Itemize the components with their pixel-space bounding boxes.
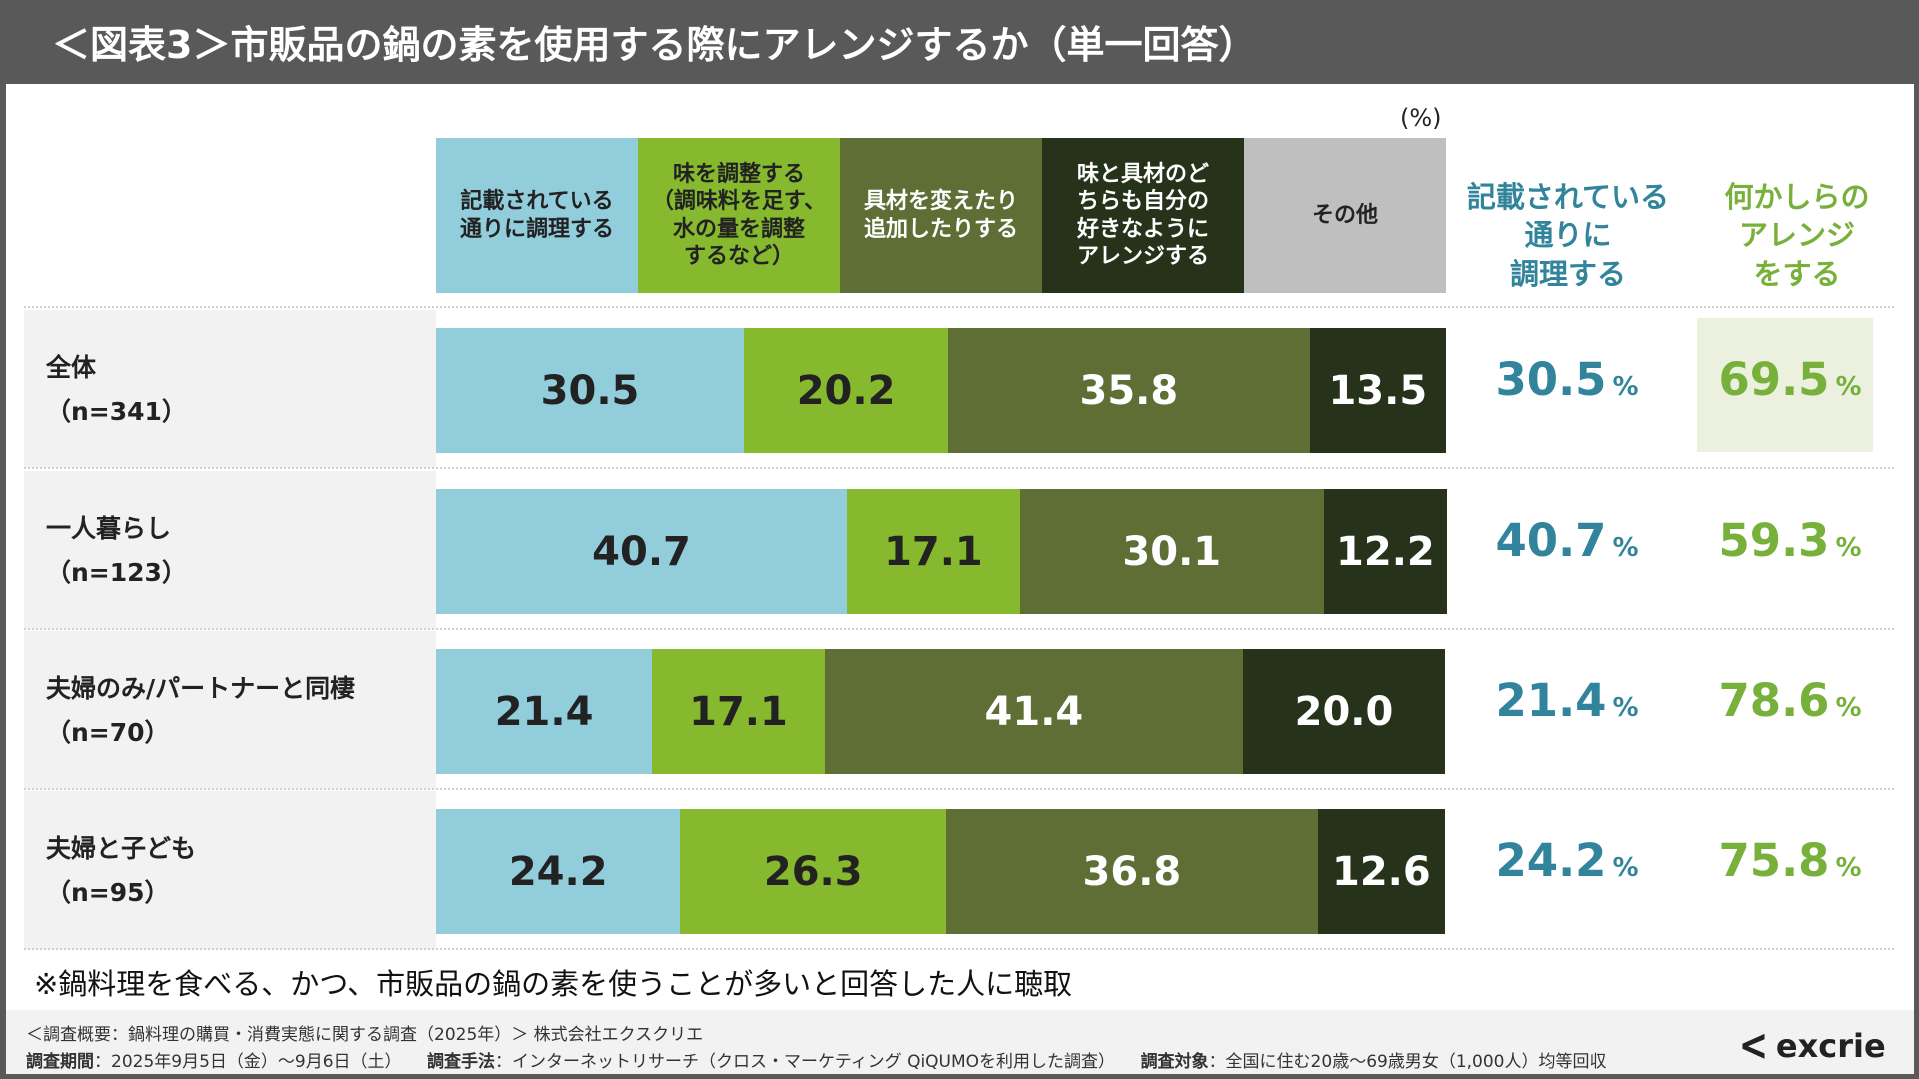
method-label: 調査手法: [427, 1052, 496, 1072]
legend-header-3: 味と具材のど ちらも自分の 好きなように アレンジする: [1042, 138, 1244, 293]
percent-sign: %: [1612, 853, 1639, 883]
logo-mark-icon: <: [1738, 1020, 1769, 1071]
period: ：2025年9月5日（金）～9月6日（土）: [94, 1052, 394, 1072]
percent-sign: %: [1612, 372, 1639, 402]
summary-header-arrange: 何かしらの アレンジ をする: [1724, 180, 1870, 291]
group-name: 夫婦と子ども: [46, 834, 197, 863]
arrange-value: 69.5%: [1690, 353, 1890, 406]
value: 21.4: [1495, 674, 1607, 727]
percent-sign: %: [1835, 853, 1862, 883]
group-name: 一人暮らし: [46, 514, 172, 543]
bar-segment: 24.2: [436, 809, 681, 934]
value: 69.5: [1718, 353, 1830, 406]
legend-header-2: 具材を変えたり 追加したりする: [840, 138, 1042, 293]
group-name: 全体: [46, 353, 97, 382]
target: ：全国に住む20歳～69歳男女（1,000人）均等回収: [1208, 1052, 1607, 1072]
as-written-value: 21.4%: [1467, 674, 1667, 727]
value: 30.5: [1495, 353, 1607, 406]
row-label: 夫婦のみ/パートナーと同棲 （n=70）: [24, 631, 436, 789]
bar-segment: 12.2: [1323, 489, 1447, 614]
sample-size: （n=70）: [46, 717, 170, 747]
percent-sign: %: [1612, 693, 1639, 723]
legend-header-4: その他: [1244, 138, 1446, 293]
percent-sign: %: [1835, 693, 1862, 723]
value: 40.7: [1495, 514, 1607, 567]
arrange-value: 59.3%: [1690, 514, 1890, 567]
group-name: 夫婦のみ/パートナーと同棲: [46, 674, 356, 703]
as-written-value: 30.5%: [1467, 353, 1667, 406]
as-written-value: 40.7%: [1467, 514, 1667, 567]
method: ：インターネットリサーチ（クロス・マーケティング QiQUMOを利用した調査）: [495, 1052, 1107, 1072]
value: 59.3: [1718, 514, 1830, 567]
row-label: 一人暮らし （n=123）: [24, 471, 436, 629]
row-divider: [24, 948, 1894, 950]
row-divider: [24, 628, 1894, 630]
sample-size: （n=341）: [46, 396, 187, 426]
survey-details: 調査期間：2025年9月5日（金）～9月6日（土） 調査手法：インターネットリサ…: [26, 1047, 1607, 1072]
bar-segment: 30.1: [1019, 489, 1324, 614]
page-title: ＜図表3＞市販品の鍋の素を使用する際にアレンジするか（単一回答）: [52, 23, 1257, 67]
bar-segment: 13.5: [1309, 328, 1446, 453]
as-written-value: 24.2%: [1467, 834, 1667, 887]
row-divider: [24, 788, 1894, 790]
legend-header-0: 記載されている 通りに調理する: [436, 138, 638, 293]
value: 75.8: [1718, 834, 1830, 887]
bar-segment: 17.1: [847, 489, 1020, 614]
percent-sign: %: [1835, 372, 1862, 402]
percent-sign: %: [1612, 533, 1639, 563]
survey-overview: ＜調査概要：鍋料理の購買・消費実態に関する調査（2025年）＞ 株式会社エクスク…: [26, 1025, 704, 1045]
bar-segment: 12.6: [1317, 809, 1445, 934]
bar-segment: 41.4: [824, 649, 1243, 774]
sample-size: （n=123）: [46, 557, 187, 587]
bar-segment: 20.0: [1242, 649, 1445, 774]
footer: [6, 1010, 1914, 1074]
legend-header-1: 味を調整する （調味料を足す、 水の量を調整 するなど）: [638, 138, 840, 293]
arrange-value: 75.8%: [1690, 834, 1890, 887]
excrie-logo: < excrie: [1735, 1020, 1886, 1071]
bar-segment: 20.2: [744, 328, 949, 453]
row-divider: [24, 467, 1894, 469]
value: 24.2: [1495, 834, 1607, 887]
row-label: 夫婦と子ども （n=95）: [24, 791, 436, 949]
value: 78.6: [1718, 674, 1830, 727]
bar-segment: 40.7: [436, 489, 848, 614]
bar-segment: 35.8: [948, 328, 1310, 453]
bar-segment: 30.5: [436, 328, 745, 453]
highlight-box: [1697, 318, 1873, 452]
bar-segment: 26.3: [680, 809, 947, 934]
percent-sign: %: [1835, 533, 1862, 563]
bar-segment: 21.4: [436, 649, 653, 774]
bar-segment: 17.1: [652, 649, 825, 774]
footnote: ※鍋料理を食べる、かつ、市販品の鍋の素を使うことが多いと回答した人に聴取: [34, 967, 1073, 1001]
sample-size: （n=95）: [46, 877, 170, 907]
period-label: 調査期間: [26, 1052, 94, 1072]
summary-header-as-written: 記載されている 通りに 調理する: [1466, 180, 1670, 291]
logo-text: excrie: [1775, 1026, 1886, 1065]
unit-label: (%): [1400, 104, 1442, 132]
row-label: 全体 （n=341）: [24, 310, 436, 468]
arrange-value: 78.6%: [1690, 674, 1890, 727]
row-divider: [24, 306, 1894, 308]
target-label: 調査対象: [1140, 1052, 1209, 1072]
bar-segment: 36.8: [946, 809, 1318, 934]
